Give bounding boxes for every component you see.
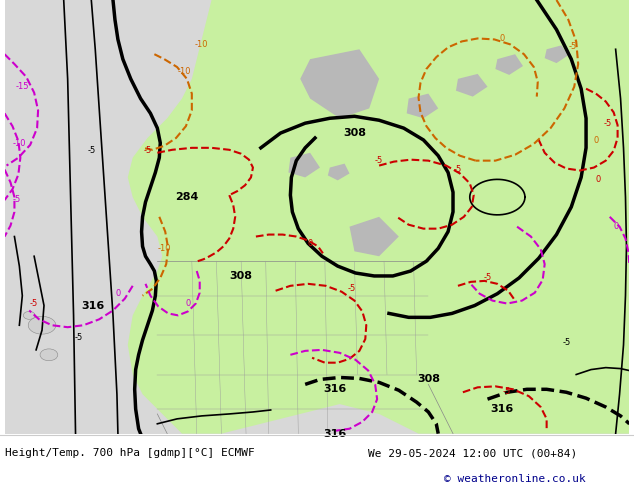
Text: 308: 308 — [343, 128, 366, 138]
Text: -5: -5 — [12, 195, 20, 204]
Text: 316: 316 — [323, 429, 346, 439]
Text: 0: 0 — [614, 221, 619, 231]
Ellipse shape — [23, 312, 35, 319]
Ellipse shape — [40, 349, 58, 361]
Text: -5: -5 — [143, 146, 152, 155]
Text: -5: -5 — [604, 119, 612, 128]
Text: -10: -10 — [195, 40, 209, 49]
Text: 316: 316 — [323, 384, 346, 394]
Text: 0: 0 — [185, 298, 190, 308]
Text: 0: 0 — [307, 240, 313, 248]
Text: 284: 284 — [175, 192, 198, 202]
Text: 308: 308 — [417, 374, 440, 385]
Text: -5: -5 — [483, 273, 491, 282]
Text: 0: 0 — [593, 136, 598, 145]
Text: -5: -5 — [30, 298, 38, 308]
Text: Height/Temp. 700 hPa [gdmp][°C] ECMWF: Height/Temp. 700 hPa [gdmp][°C] ECMWF — [5, 448, 255, 458]
Text: 0: 0 — [115, 289, 120, 297]
Text: We 29-05-2024 12:00 UTC (00+84): We 29-05-2024 12:00 UTC (00+84) — [368, 448, 577, 458]
Text: 316: 316 — [82, 300, 105, 311]
Text: -5: -5 — [74, 333, 82, 342]
Text: -5: -5 — [347, 284, 356, 293]
Text: -5: -5 — [375, 156, 383, 165]
Text: -5: -5 — [454, 166, 462, 174]
Text: -15: -15 — [16, 82, 29, 91]
Ellipse shape — [29, 317, 56, 334]
Text: -5: -5 — [562, 338, 571, 347]
Text: 0: 0 — [595, 175, 600, 184]
Text: 308: 308 — [230, 271, 252, 281]
Text: 0: 0 — [500, 34, 505, 44]
Text: -10: -10 — [13, 139, 26, 148]
Text: -5: -5 — [503, 387, 512, 396]
Text: -5: -5 — [568, 42, 576, 51]
Text: © weatheronline.co.uk: © weatheronline.co.uk — [444, 474, 586, 484]
Text: -5: -5 — [87, 146, 96, 155]
Text: 316: 316 — [491, 404, 514, 414]
Text: -10: -10 — [157, 245, 171, 253]
Text: -10: -10 — [177, 67, 191, 76]
